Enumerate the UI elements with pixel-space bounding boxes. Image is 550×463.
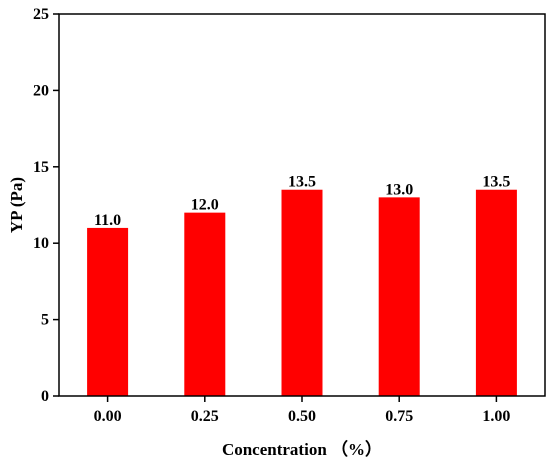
y-tick-label-0: 0: [41, 388, 49, 405]
bar-0.25: [184, 212, 226, 396]
x-tick-label-0.25: 0.25: [191, 408, 219, 425]
y-tick-label-10: 10: [33, 235, 49, 252]
bar-0.75: [378, 197, 420, 396]
data-label-0.25: 12.0: [191, 197, 219, 214]
y-axis-title: YP (Pa): [7, 177, 26, 233]
data-label-1.00: 13.5: [482, 174, 510, 191]
x-tick-label-0.75: 0.75: [385, 408, 413, 425]
data-label-0.75: 13.0: [385, 181, 413, 198]
y-tick-label-20: 20: [33, 82, 49, 99]
y-axis-ticks: 0 5 10 15 20 25: [33, 6, 59, 405]
x-axis-ticks: 0.00 0.25 0.50 0.75 1.00: [94, 396, 510, 425]
y-tick-label-25: 25: [33, 6, 49, 23]
data-label-0.00: 11.0: [94, 212, 121, 229]
x-tick-label-1.00: 1.00: [482, 408, 510, 425]
y-tick-label-15: 15: [33, 159, 49, 176]
bar-1.00: [475, 189, 517, 396]
bar-0.00: [87, 227, 129, 396]
data-labels-group: 11.0 12.0 13.5 13.0 13.5: [94, 174, 510, 229]
y-tick-label-5: 5: [41, 312, 49, 329]
bars-group: [87, 189, 517, 396]
x-tick-label-0.50: 0.50: [288, 408, 316, 425]
x-axis-title: Concentration （%）: [222, 439, 382, 459]
data-label-0.50: 13.5: [288, 174, 316, 191]
bar-0.50: [281, 189, 323, 396]
x-tick-label-0.00: 0.00: [94, 408, 122, 425]
